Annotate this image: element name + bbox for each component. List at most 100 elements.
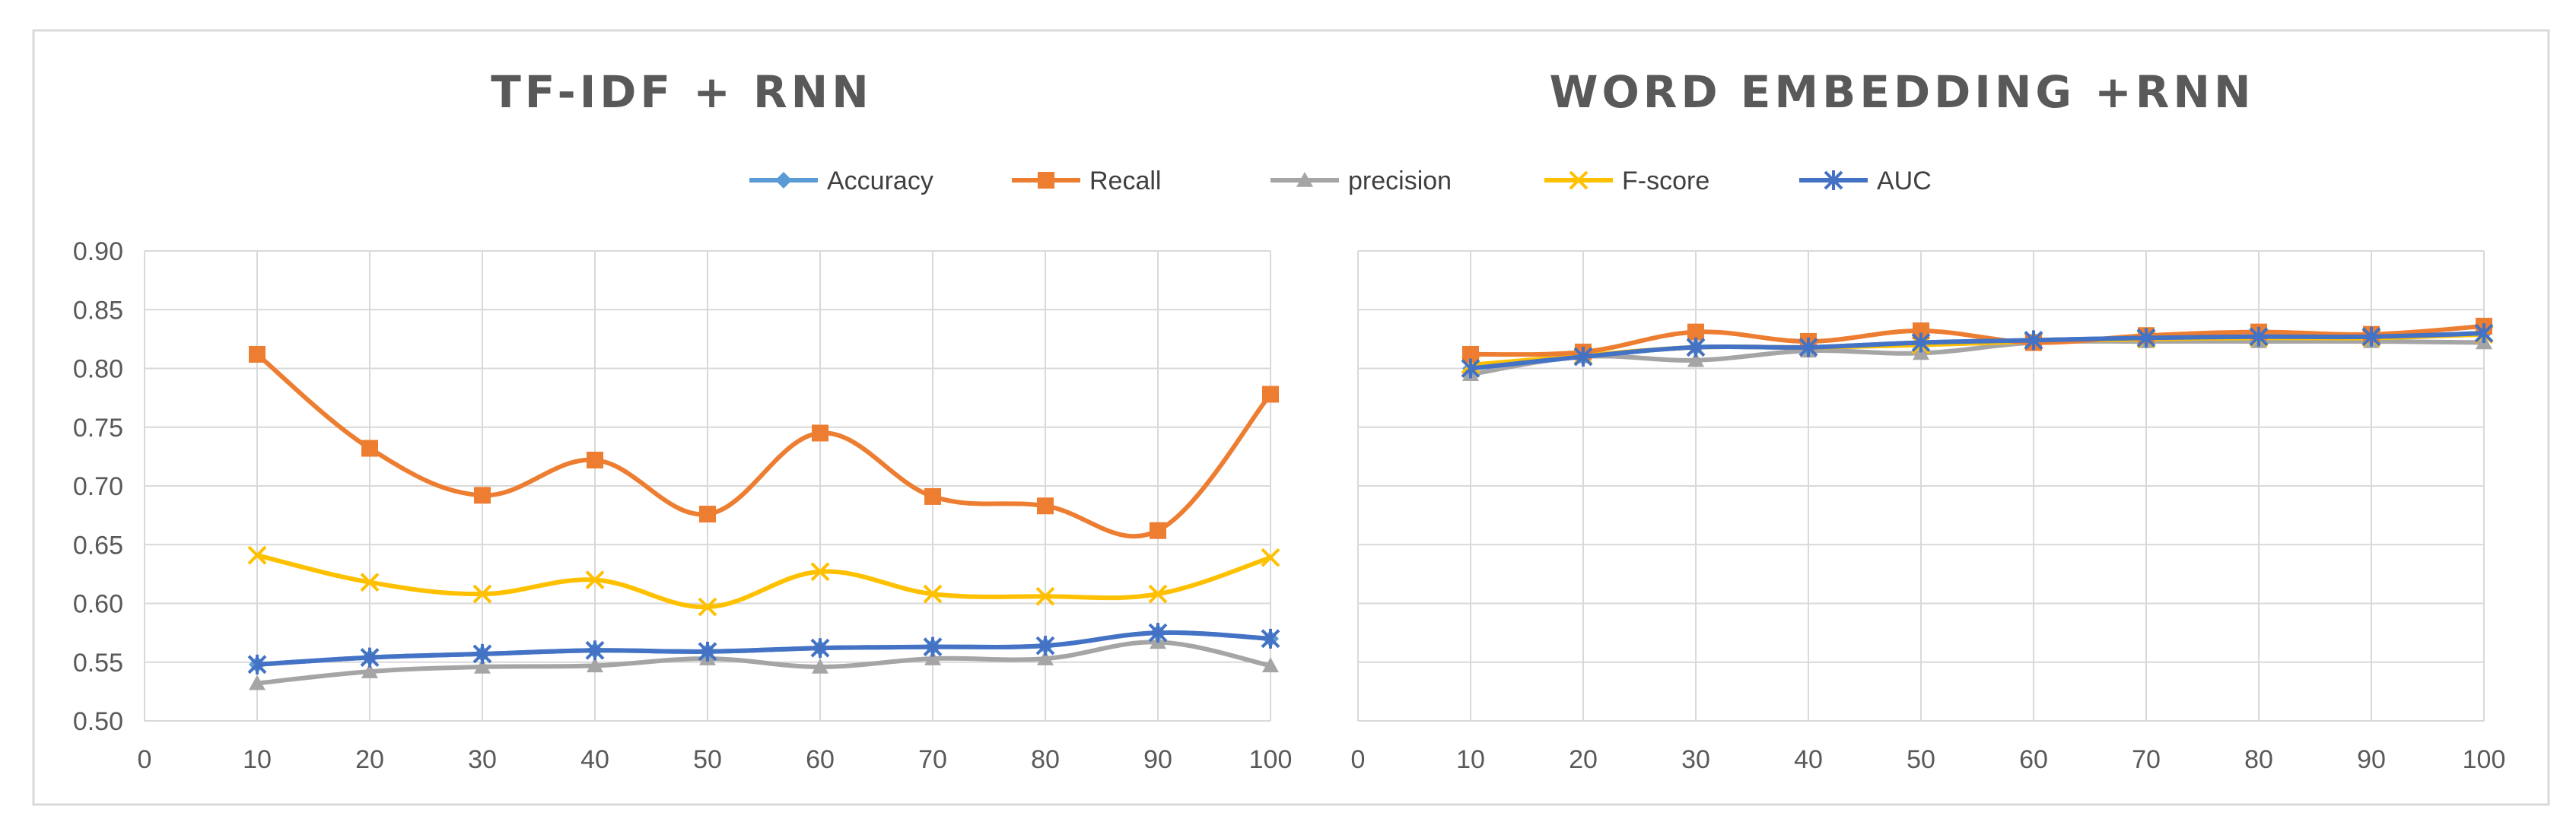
right-data-point [2361,326,2381,347]
right-x-tick-label: 100 [2463,745,2506,774]
right-x-tick-label: 0 [1351,745,1366,774]
right-series-line [1470,331,2485,371]
left-series-auc [247,623,1280,675]
right-data-point [1686,337,1706,357]
left-y-tick-label: 0.60 [73,590,123,619]
left-series-recall [249,345,1279,539]
right-x-tick-label: 50 [1907,745,1935,774]
left-data-point [698,641,717,662]
left-data-point [585,570,605,590]
panel-titles: TF-IDF + RNN WORD EMBEDDING +RNN [491,66,2250,118]
left-data-point [361,440,378,457]
legend-marker [775,172,792,189]
left-x-tick-label: 90 [1143,745,1172,774]
left-data-point [1261,628,1280,649]
right-x-tick-label: 40 [1794,745,1823,774]
right-x-tick-label: 60 [2019,745,2048,774]
left-y-tick-label: 0.75 [73,414,123,443]
left-data-point [1035,636,1055,656]
left-y-tick-label: 0.85 [73,296,123,325]
right-data-point [1462,345,1479,363]
left-data-point [1261,548,1280,567]
left-data-point [1262,657,1279,673]
right-x-tick-label: 70 [2132,745,2161,774]
legend-marker [1824,170,1843,190]
right-data-point [1573,347,1593,367]
legend-label: Accuracy [827,167,933,195]
left-data-point [1148,623,1168,643]
right-data-point [1461,358,1480,379]
right-data-point [1911,332,1931,353]
left-x-tick-label: 60 [806,745,835,774]
left-y-tick-label: 0.50 [73,707,123,736]
left-data-point [698,597,717,617]
legend: Accuracy Recall precision F-score AUC [749,167,1932,195]
right-data-point [1798,337,1818,357]
left-x-tick-label: 100 [1249,745,1293,774]
left-y-tick-label: 0.80 [73,355,123,384]
left-data-point [924,487,941,505]
chart-border [32,29,2550,806]
left-data-point [1148,584,1168,604]
left-data-point [923,636,943,657]
legend-item-recall: Recall [1012,167,1161,195]
left-data-point [361,663,378,678]
legend-marker [1296,172,1313,187]
right-series-auc [1461,323,2494,379]
right-data-point [1913,322,1929,340]
right-data-point [1687,323,1704,341]
right-x-tick-label: 30 [1681,745,1710,774]
left-data-point [810,562,830,582]
left-data-point [474,487,491,504]
left-data-point [247,545,267,565]
left-data-point [1150,522,1166,539]
left-data-point [472,584,492,604]
left-data-point [1035,586,1055,606]
legend-marker [1038,172,1054,189]
right-x-tick-label: 90 [2357,745,2386,774]
right-plot-area: 0 10 20 30 40 50 60 70 80 90 100 [1351,250,2506,774]
right-data-point [2474,323,2494,344]
right-data-point [2024,330,2043,351]
left-data-point [1262,386,1279,403]
left-y-tick-label: 0.70 [73,472,123,501]
left-series-fscore [247,545,1280,617]
left-data-point [812,658,828,674]
left-y-tick-label: 0.55 [73,649,123,678]
right-x-tick-label: 20 [1569,745,1598,774]
left-data-point [1037,497,1054,515]
left-plot-area: 0.90 0.85 0.80 0.75 0.70 0.65 0.60 0.55 0.50 0 10 2… [73,237,1293,774]
legend-label: precision [1348,167,1452,195]
left-data-point [810,638,830,659]
right-series-recall [1462,317,2492,363]
legend-item-auc: AUC [1799,167,1932,195]
left-data-point [360,573,380,592]
left-data-point [474,658,491,674]
left-data-point [923,584,943,604]
legend-label: AUC [1877,167,1932,195]
right-data-point [2249,326,2269,347]
left-data-point [587,657,603,673]
left-data-point [247,654,267,675]
left-data-point [249,675,266,690]
legend-item-accuracy: Accuracy [749,167,933,195]
right-x-tick-label: 10 [1456,745,1485,774]
left-series-line [256,553,1271,610]
left-data-point [812,424,828,442]
right-data-point [1687,351,1704,367]
left-data-point [249,345,266,363]
left-x-tick-label: 80 [1031,745,1060,774]
legend-label: Recall [1089,167,1161,195]
left-series-line [256,640,1271,686]
legend-label: F-score [1622,167,1709,195]
left-series-line [256,630,1271,667]
right-data-point [2136,328,2156,348]
left-y-tick-label: 0.65 [73,531,123,560]
left-x-tick-label: 50 [693,745,722,774]
left-x-tick-label: 70 [918,745,947,774]
right-series-line [1470,323,2485,357]
left-x-tick-label: 10 [243,745,272,774]
left-y-tick-label: 0.90 [73,237,123,266]
